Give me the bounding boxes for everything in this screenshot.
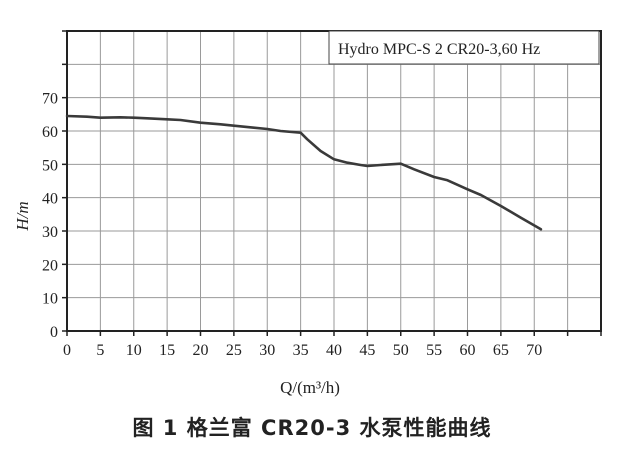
x-tick-label: 15	[159, 342, 175, 359]
y-tick-label: 70	[42, 91, 58, 108]
y-tick-label: 10	[42, 291, 58, 308]
y-tick-label: 40	[42, 191, 58, 208]
x-tick-label: 45	[359, 342, 375, 359]
x-tick-label: 70	[526, 342, 542, 359]
figure-caption: 图 1 格兰富 CR20-3 水泵性能曲线	[132, 416, 492, 440]
x-tick-label: 65	[493, 342, 509, 359]
x-tick-label: 25	[226, 342, 242, 359]
series-layer	[65, 114, 543, 231]
legend-label: Hydro MPC-S 2 CR20-3,60 Hz	[338, 41, 540, 58]
legend: Hydro MPC-S 2 CR20-3,60 Hz	[328, 30, 600, 65]
x-tick-label: 20	[193, 342, 209, 359]
series-line	[65, 114, 543, 231]
legend-box	[328, 30, 600, 65]
x-tick-label: 5	[96, 342, 104, 359]
y-tick-label: 30	[42, 224, 58, 241]
x-axis-label: Q/(m³/h)	[280, 378, 340, 397]
x-tick-label: 60	[460, 342, 476, 359]
y-tick-label: 0	[50, 324, 58, 341]
x-tick-label: 50	[393, 342, 409, 359]
y-axis-label: H/m	[13, 201, 32, 231]
x-tick-label: 35	[293, 342, 309, 359]
x-tick-label: 10	[126, 342, 142, 359]
x-tick-label: 55	[426, 342, 442, 359]
pump-performance-chart: 0 5 10 15 20 25 30 35 40 45 50 55 60 65 70 0 10 20 30 40 50…	[13, 30, 602, 397]
x-tick-label: 40	[326, 342, 342, 359]
y-tick-label: 50	[42, 157, 58, 174]
x-tick-label: 30	[259, 342, 275, 359]
y-tick-label: 20	[42, 257, 58, 274]
axis-ticks	[62, 30, 602, 336]
y-tick-labels: 0 10 20 30 40 50 60 70	[42, 91, 58, 341]
grid-lines	[67, 31, 601, 331]
x-tick-label: 0	[63, 342, 71, 359]
x-tick-labels: 0 5 10 15 20 25 30 35 40 45 50 55 60 65 70	[63, 342, 542, 359]
y-tick-label: 60	[42, 124, 58, 141]
